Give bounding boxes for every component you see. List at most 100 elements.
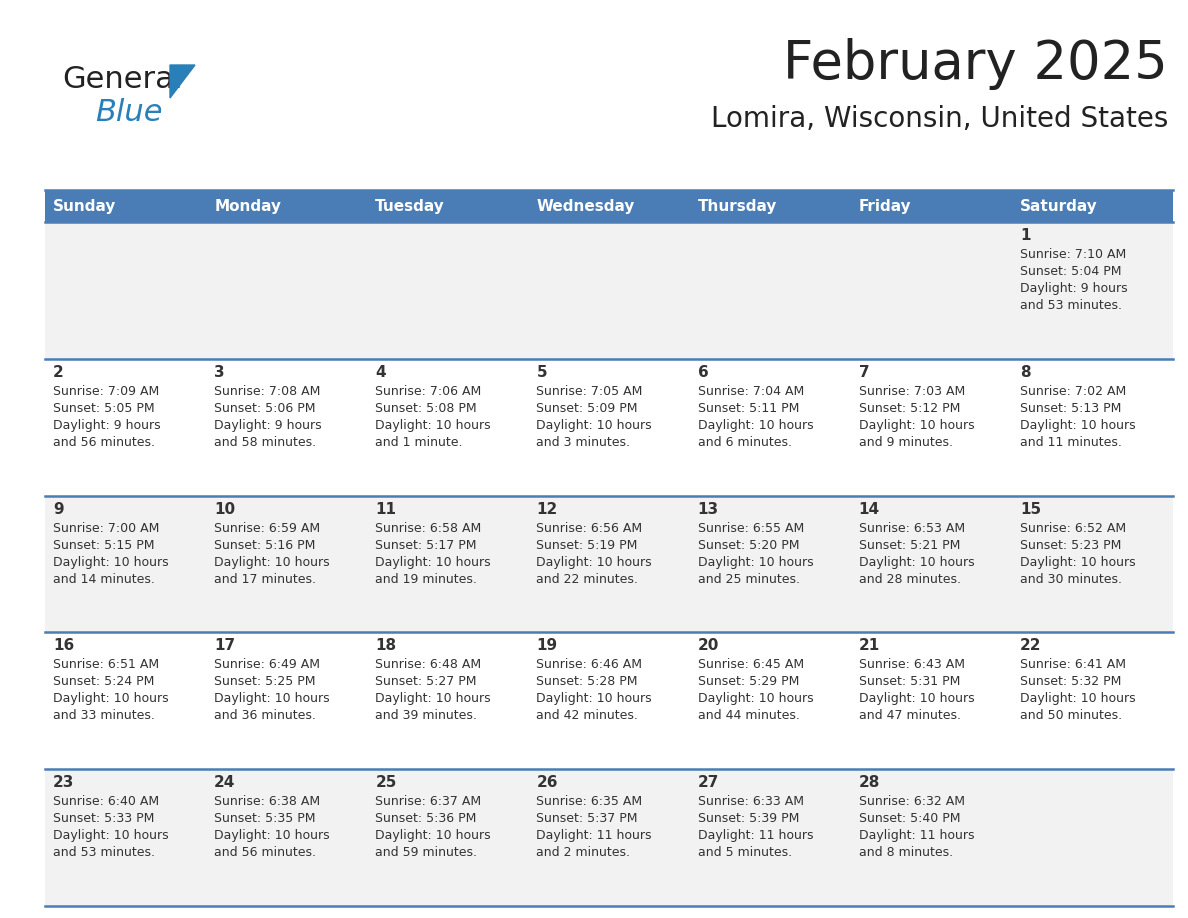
Text: Daylight: 9 hours: Daylight: 9 hours [1019,282,1127,295]
Text: and 39 minutes.: and 39 minutes. [375,710,478,722]
Text: 1: 1 [1019,228,1030,243]
Bar [529,190,689,222]
Bar [207,633,367,769]
Text: and 9 minutes.: and 9 minutes. [859,436,953,449]
Text: Sunrise: 6:40 AM: Sunrise: 6:40 AM [53,795,159,808]
Bar [45,633,207,769]
Bar [367,769,529,906]
Bar [689,359,851,496]
Text: 22: 22 [1019,638,1042,654]
Text: and 28 minutes.: and 28 minutes. [859,573,961,586]
Text: Daylight: 10 hours: Daylight: 10 hours [859,419,974,431]
Bar [45,496,207,633]
Text: and 22 minutes.: and 22 minutes. [537,573,638,586]
Text: Sunrise: 7:03 AM: Sunrise: 7:03 AM [859,385,965,397]
Text: Sunrise: 6:56 AM: Sunrise: 6:56 AM [537,521,643,534]
Text: Sunset: 5:37 PM: Sunset: 5:37 PM [537,812,638,825]
Text: Sunset: 5:05 PM: Sunset: 5:05 PM [53,402,154,415]
Text: Daylight: 10 hours: Daylight: 10 hours [375,419,491,431]
Text: and 30 minutes.: and 30 minutes. [1019,573,1121,586]
Bar [851,769,1012,906]
Text: Sunrise: 6:33 AM: Sunrise: 6:33 AM [697,795,803,808]
Text: 24: 24 [214,775,235,790]
Text: Sunset: 5:36 PM: Sunset: 5:36 PM [375,812,476,825]
Text: Sunrise: 7:05 AM: Sunrise: 7:05 AM [537,385,643,397]
Text: Sunrise: 6:52 AM: Sunrise: 6:52 AM [1019,521,1126,534]
Bar [207,359,367,496]
Bar [45,222,207,359]
Text: Daylight: 10 hours: Daylight: 10 hours [375,555,491,568]
Bar [367,633,529,769]
Text: and 53 minutes.: and 53 minutes. [1019,299,1121,312]
Text: 11: 11 [375,501,397,517]
Text: Lomira, Wisconsin, United States: Lomira, Wisconsin, United States [710,105,1168,133]
Text: 5: 5 [537,364,546,380]
Text: Sunrise: 6:43 AM: Sunrise: 6:43 AM [859,658,965,671]
Bar [689,190,851,222]
Text: Daylight: 10 hours: Daylight: 10 hours [214,555,330,568]
Text: Sunset: 5:24 PM: Sunset: 5:24 PM [53,676,154,688]
Bar [851,222,1012,359]
Text: Sunset: 5:21 PM: Sunset: 5:21 PM [859,539,960,552]
Text: Sunset: 5:11 PM: Sunset: 5:11 PM [697,402,800,415]
Text: Sunrise: 6:49 AM: Sunrise: 6:49 AM [214,658,320,671]
Text: Sunday: Sunday [53,198,116,214]
Text: Sunrise: 6:53 AM: Sunrise: 6:53 AM [859,521,965,534]
Bar [207,769,367,906]
Text: Daylight: 10 hours: Daylight: 10 hours [214,692,330,705]
Text: 10: 10 [214,501,235,517]
Text: Sunrise: 6:38 AM: Sunrise: 6:38 AM [214,795,321,808]
Text: Sunset: 5:20 PM: Sunset: 5:20 PM [697,539,800,552]
Text: Daylight: 10 hours: Daylight: 10 hours [859,692,974,705]
Text: 21: 21 [859,638,880,654]
Text: Sunrise: 7:00 AM: Sunrise: 7:00 AM [53,521,159,534]
Text: Daylight: 10 hours: Daylight: 10 hours [1019,692,1136,705]
Text: Daylight: 10 hours: Daylight: 10 hours [53,829,169,842]
Text: Daylight: 11 hours: Daylight: 11 hours [537,829,652,842]
Text: Sunrise: 6:58 AM: Sunrise: 6:58 AM [375,521,481,534]
Text: Sunset: 5:16 PM: Sunset: 5:16 PM [214,539,316,552]
Text: Sunrise: 7:04 AM: Sunrise: 7:04 AM [697,385,804,397]
Text: Saturday: Saturday [1019,198,1098,214]
Text: Friday: Friday [859,198,911,214]
Text: Tuesday: Tuesday [375,198,446,214]
Text: Daylight: 10 hours: Daylight: 10 hours [697,555,814,568]
Text: Wednesday: Wednesday [537,198,634,214]
Text: Sunset: 5:04 PM: Sunset: 5:04 PM [1019,265,1121,278]
Text: 26: 26 [537,775,558,790]
Bar [1012,359,1173,496]
Bar [851,190,1012,222]
Text: Sunrise: 6:55 AM: Sunrise: 6:55 AM [697,521,804,534]
Text: 18: 18 [375,638,397,654]
Text: 4: 4 [375,364,386,380]
Text: Sunset: 5:29 PM: Sunset: 5:29 PM [697,676,800,688]
Bar [45,190,207,222]
Bar [45,769,207,906]
Bar [367,359,529,496]
Bar [1012,222,1173,359]
Text: 2: 2 [53,364,64,380]
Bar [529,359,689,496]
Text: 8: 8 [1019,364,1030,380]
Text: 27: 27 [697,775,719,790]
Text: Daylight: 9 hours: Daylight: 9 hours [214,419,322,431]
Bar [529,769,689,906]
Text: Sunrise: 7:08 AM: Sunrise: 7:08 AM [214,385,321,397]
Text: Sunset: 5:17 PM: Sunset: 5:17 PM [375,539,476,552]
Text: February 2025: February 2025 [783,38,1168,90]
Text: 25: 25 [375,775,397,790]
Bar [529,633,689,769]
Text: Sunrise: 6:32 AM: Sunrise: 6:32 AM [859,795,965,808]
Bar [529,222,689,359]
Text: Daylight: 10 hours: Daylight: 10 hours [53,555,169,568]
Bar [207,222,367,359]
Text: and 33 minutes.: and 33 minutes. [53,710,154,722]
Text: Sunset: 5:09 PM: Sunset: 5:09 PM [537,402,638,415]
Bar [851,496,1012,633]
Text: 23: 23 [53,775,75,790]
Text: Daylight: 10 hours: Daylight: 10 hours [697,419,814,431]
Text: 3: 3 [214,364,225,380]
Text: 12: 12 [537,501,557,517]
Text: and 25 minutes.: and 25 minutes. [697,573,800,586]
Bar [1012,769,1173,906]
